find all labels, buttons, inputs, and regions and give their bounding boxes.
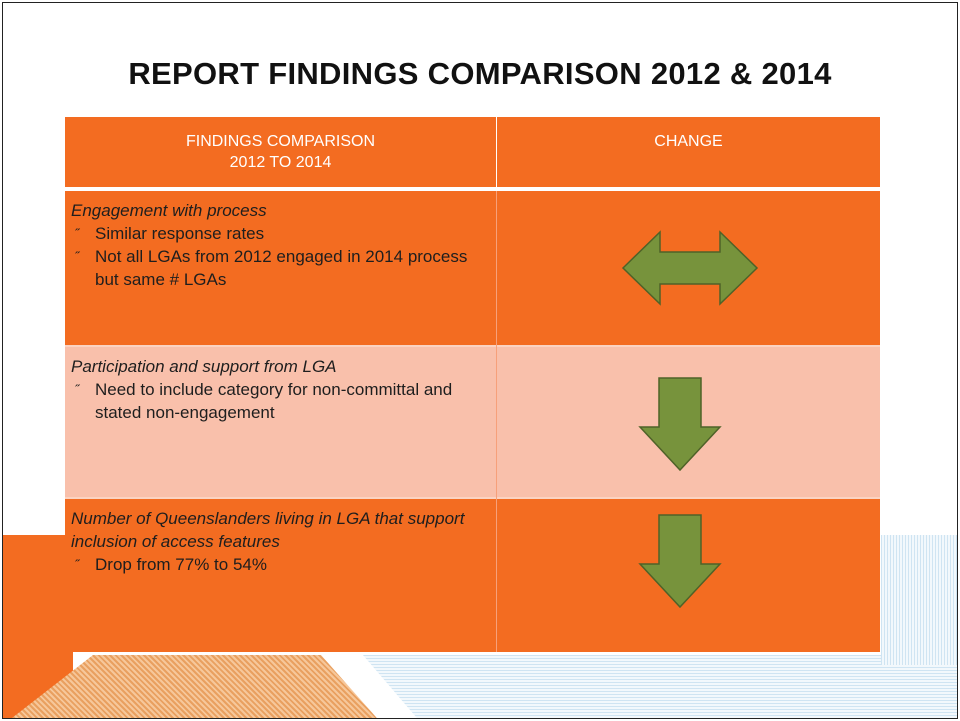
row-cell: Participation and support from LGA ˝ Need … bbox=[65, 347, 496, 497]
column-rule bbox=[496, 191, 497, 652]
row-rule bbox=[65, 497, 880, 499]
bullet-item: ˝ Drop from 77% to 54% bbox=[71, 553, 490, 576]
row-heading: Participation and support from LGA bbox=[71, 357, 337, 376]
bullet-text: Not all LGAs from 2012 engaged in 2014 p… bbox=[95, 247, 468, 289]
bullet-marker: ˝ bbox=[75, 249, 80, 264]
bullet-text: Drop from 77% to 54% bbox=[95, 555, 267, 574]
bullet-marker: ˝ bbox=[75, 382, 80, 397]
header-rule bbox=[65, 187, 880, 191]
bullet-text: Need to include category for non-committ… bbox=[95, 380, 453, 422]
decoration bbox=[363, 655, 957, 718]
header-cell: CHANGE bbox=[497, 117, 880, 187]
row-cell: Number of Queenslanders living in LGA th… bbox=[65, 499, 496, 652]
row-rule bbox=[65, 345, 880, 347]
down-arrow-icon bbox=[638, 377, 722, 472]
double-arrow-icon bbox=[621, 230, 759, 306]
bullet-marker: ˝ bbox=[75, 226, 80, 241]
bullet-item: ˝ Need to include category for non-commit… bbox=[71, 378, 490, 424]
bullet-marker: ˝ bbox=[75, 557, 80, 572]
decoration bbox=[881, 535, 957, 665]
bullet-item: ˝ Similar response rates bbox=[71, 222, 490, 245]
row-heading: Engagement with process bbox=[71, 201, 267, 220]
bullet-item: ˝ Not all LGAs from 2012 engaged in 2014 … bbox=[71, 245, 490, 291]
row-heading: Number of Queenslanders living in LGA th… bbox=[71, 509, 465, 551]
bullet-text: Similar response rates bbox=[95, 224, 265, 243]
down-arrow-icon bbox=[638, 514, 722, 609]
slide-title: REPORT FINDINGS COMPARISON 2012 & 2014 bbox=[128, 56, 832, 91]
row-cell: Engagement with process ˝ Similar response… bbox=[65, 191, 496, 345]
header-cell: FINDINGS COMPARISON 2012 TO 2014 bbox=[65, 117, 496, 187]
